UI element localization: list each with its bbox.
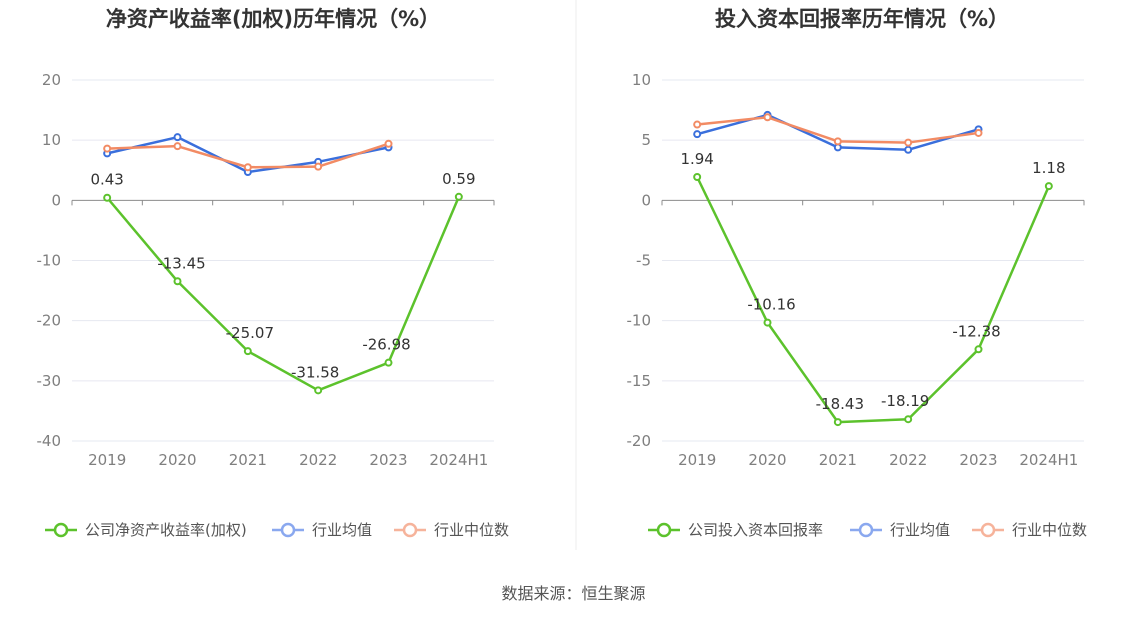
x-tick-label: 2022 [889, 451, 927, 469]
data-point[interactable] [693, 120, 702, 129]
y-tick-label: 5 [641, 131, 651, 149]
data-label: 0.43 [90, 171, 123, 189]
data-point[interactable] [103, 193, 112, 202]
data-point[interactable] [384, 139, 393, 148]
y-tick-label: -40 [37, 432, 62, 450]
data-point[interactable] [833, 418, 842, 427]
x-tick-label: 2024H1 [429, 451, 488, 469]
data-label: -13.45 [157, 254, 205, 272]
legend-marker-icon [280, 522, 296, 538]
data-point[interactable] [103, 144, 112, 153]
y-tick-label: -20 [627, 432, 652, 450]
legend-item-industry-avg[interactable]: 行业均值 [272, 521, 372, 539]
data-point[interactable] [243, 163, 252, 172]
data-label: -18.43 [816, 395, 864, 413]
series-line-company [106, 196, 460, 392]
data-label: -26.98 [362, 336, 410, 354]
data-point[interactable] [243, 347, 252, 356]
legend-item-industry-median[interactable]: 行业中位数 [394, 521, 509, 539]
x-tick-label: 2019 [678, 451, 716, 469]
legend-item-company[interactable]: 公司净资产收益率(加权) [45, 521, 247, 539]
legend-label: 行业中位数 [434, 521, 509, 539]
data-point[interactable] [833, 137, 842, 146]
y-tick-label: -10 [37, 252, 62, 270]
legend-label: 公司净资产收益率(加权) [85, 521, 247, 539]
data-point[interactable] [974, 345, 983, 354]
data-point[interactable] [173, 277, 182, 286]
y-tick-label: 10 [42, 131, 61, 149]
data-label: 0.59 [442, 170, 475, 188]
y-tick-label: 20 [42, 71, 61, 89]
y-tick-label: -30 [37, 372, 62, 390]
y-tick-label: -10 [627, 312, 652, 330]
legend-marker-icon [656, 522, 672, 538]
data-point[interactable] [904, 145, 913, 154]
data-point[interactable] [763, 318, 772, 327]
data-point[interactable] [904, 138, 913, 147]
data-point[interactable] [314, 162, 323, 171]
legend-item-industry-avg[interactable]: 行业均值 [850, 521, 950, 539]
y-tick-label: 0 [641, 191, 651, 209]
y-tick-label: -5 [636, 252, 651, 270]
data-point[interactable] [763, 113, 772, 122]
data-label: 1.94 [680, 150, 713, 168]
data-label: -12.38 [952, 322, 1000, 340]
data-point[interactable] [904, 415, 913, 424]
data-label: -31.58 [291, 363, 339, 381]
x-tick-label: 2021 [229, 451, 267, 469]
x-tick-label: 2020 [748, 451, 786, 469]
legend-marker-icon [402, 522, 418, 538]
chart-title: 净资产收益率(加权)历年情况（%） [106, 7, 440, 31]
y-tick-label: -20 [37, 312, 62, 330]
chart-panel-2: 投入资本回报率历年情况（%） 10 5 0 -5 -10 -15 -20 2019 2020 202… [627, 7, 1088, 539]
legend-item-industry-median[interactable]: 行业中位数 [972, 521, 1087, 539]
data-point[interactable] [974, 128, 983, 137]
data-label: -18.19 [881, 392, 929, 410]
data-point[interactable] [173, 133, 182, 142]
legend-marker-icon [980, 522, 996, 538]
legend-marker-icon [858, 522, 874, 538]
legend-label: 行业均值 [312, 521, 372, 539]
x-tick-label: 2022 [299, 451, 337, 469]
x-tick-label: 2020 [158, 451, 196, 469]
chart-panel-1: 净资产收益率(加权)历年情况（%） 20 10 0 -10 -20 -30 -40 2019 20… [37, 7, 510, 539]
data-point[interactable] [384, 358, 393, 367]
data-point[interactable] [173, 142, 182, 151]
data-point[interactable] [454, 192, 463, 201]
legend-label: 公司投入资本回报率 [688, 521, 823, 539]
data-source-note: 数据来源：恒生聚源 [501, 584, 646, 603]
x-tick-label: 2023 [369, 451, 407, 469]
legend-label: 行业均值 [890, 521, 950, 539]
data-point[interactable] [693, 172, 702, 181]
x-tick-label: 2023 [959, 451, 997, 469]
data-point[interactable] [693, 130, 702, 139]
data-point[interactable] [314, 386, 323, 395]
x-tick-label: 2019 [88, 451, 126, 469]
x-tick-label: 2024H1 [1019, 451, 1078, 469]
data-label: -10.16 [747, 296, 795, 314]
data-label: -25.07 [226, 324, 274, 342]
data-point[interactable] [1044, 182, 1053, 191]
series-line-company [696, 176, 1050, 424]
data-label: 1.18 [1032, 159, 1065, 177]
legend-label: 行业中位数 [1012, 521, 1087, 539]
x-tick-label: 2021 [819, 451, 857, 469]
legend-marker-icon [53, 522, 69, 538]
y-tick-label: 10 [632, 71, 651, 89]
chart-title: 投入资本回报率历年情况（%） [715, 7, 1009, 31]
legend-item-company[interactable]: 公司投入资本回报率 [648, 521, 823, 539]
y-tick-label: -15 [627, 372, 652, 390]
y-tick-label: 0 [51, 191, 61, 209]
